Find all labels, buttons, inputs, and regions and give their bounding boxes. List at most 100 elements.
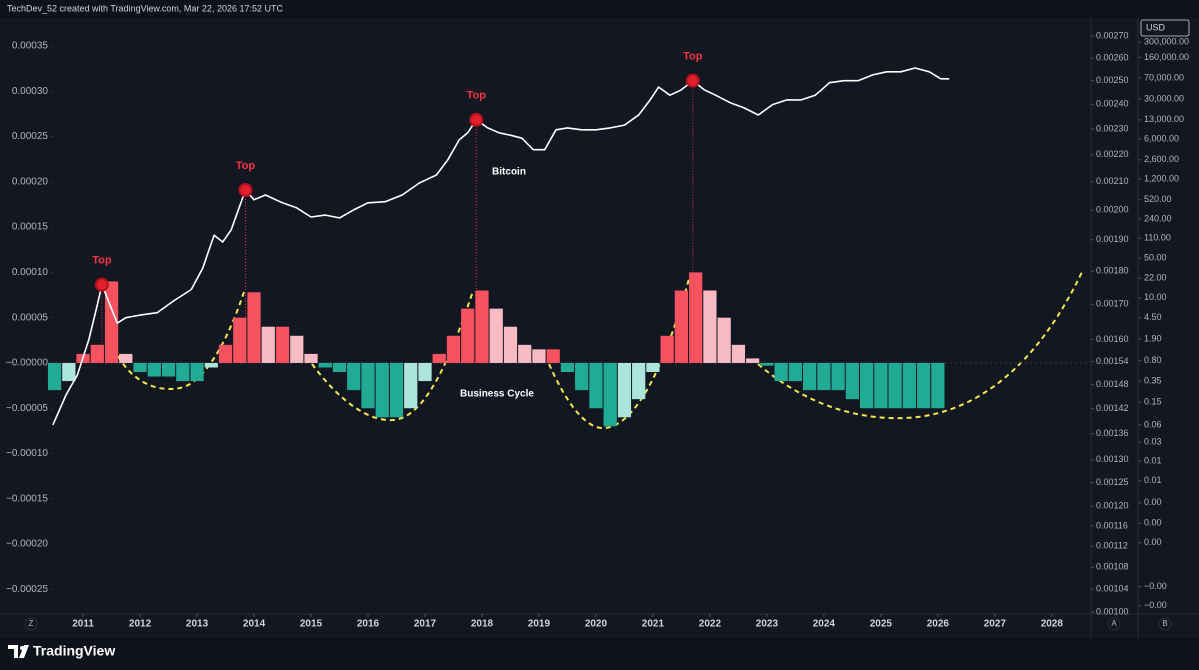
button[interactable] <box>1107 617 1121 631</box>
histogram-bar <box>803 362 817 391</box>
top-marker <box>469 112 484 127</box>
y3-tick-label: 0.00116 <box>1096 520 1128 530</box>
histogram-bar <box>489 308 503 363</box>
y-tick-label: −0.00020 <box>6 539 48 550</box>
y-tick-label: 0.00025 <box>12 131 49 142</box>
x-tick-label: 2024 <box>813 619 836 630</box>
y2-tick-label: 13,000.00 <box>1144 114 1184 124</box>
cycle-curve <box>757 271 1083 420</box>
currency-box[interactable] <box>1140 19 1190 37</box>
x-tick-label: 2016 <box>357 619 380 630</box>
y-tick-label: 0.00030 <box>12 86 49 97</box>
y2-tick-label: 0.06 <box>1144 419 1162 429</box>
y2-tick-label: 0.00 <box>1144 497 1162 507</box>
histogram-bar <box>233 317 247 363</box>
y3-tick-label: 0.00108 <box>1096 562 1129 572</box>
y2-tick-label: 0.15 <box>1144 397 1162 407</box>
logo-dot <box>20 646 24 650</box>
histogram-bar <box>831 362 845 391</box>
x-tick-label: 2017 <box>414 619 437 630</box>
histogram-bar <box>133 362 147 373</box>
y-tick-label: 0.00005 <box>12 312 49 323</box>
histogram-bar <box>859 362 874 409</box>
y2-tick-label: 300,000.00 <box>1144 36 1189 46</box>
histogram-bar <box>47 362 62 391</box>
top-marker <box>238 183 253 198</box>
y2-tick-label: 520.00 <box>1144 194 1172 204</box>
scale-button[interactable]: Z <box>29 619 34 628</box>
y2-tick-label: 1,200.00 <box>1144 173 1179 183</box>
top-label: Top <box>92 255 112 267</box>
y3-tick-label: 0.00230 <box>1096 123 1129 133</box>
histogram-bar <box>560 362 575 373</box>
y2-tick-label: 22.00 <box>1144 273 1167 283</box>
top-label: Top <box>236 160 256 172</box>
y2-tick-label: 160,000.00 <box>1144 52 1189 62</box>
y-tick-label: 0.00035 <box>12 41 49 52</box>
histogram-bar <box>788 362 803 382</box>
histogram-bar <box>817 362 831 391</box>
histogram-bar <box>375 362 389 418</box>
button[interactable] <box>1158 617 1172 631</box>
y3-tick-label: 0.00200 <box>1096 204 1129 214</box>
y3-tick-label: 0.00180 <box>1096 266 1129 276</box>
y-tick-label: −0.00025 <box>6 584 48 595</box>
histogram-bar <box>632 362 646 400</box>
y2-tick-label: 0.80 <box>1144 355 1162 365</box>
y3-tick-label: 0.00190 <box>1096 234 1129 244</box>
histogram-bar <box>190 362 204 382</box>
scale-button[interactable]: B <box>1162 619 1167 628</box>
histogram-bar <box>119 353 133 363</box>
histogram-bar <box>575 362 589 391</box>
x-tick-label: 2019 <box>528 619 551 630</box>
y3-tick-label: 0.00220 <box>1096 149 1129 159</box>
y2-tick-label: 0.01 <box>1144 455 1162 465</box>
histogram-bar <box>247 292 261 363</box>
price-line <box>52 67 950 426</box>
y2-tick-label: 110.00 <box>1144 233 1171 243</box>
histogram-bar <box>461 308 475 363</box>
y2-tick-label: −0.00 <box>1144 600 1167 610</box>
button[interactable] <box>24 617 38 631</box>
histogram-bar <box>746 358 760 363</box>
histogram-bar <box>347 362 361 391</box>
x-tick-label: 2020 <box>585 619 608 630</box>
x-tick-label: 2013 <box>186 619 209 630</box>
histogram-bar <box>717 317 731 363</box>
y3-tick-label: 0.00112 <box>1096 541 1128 551</box>
histogram-bar <box>845 362 859 400</box>
y3-tick-label: 0.00154 <box>1096 356 1129 366</box>
plot: 0.000350.000300.000250.000200.000150.000… <box>5 30 1189 630</box>
header-bar <box>0 0 1199 18</box>
x-tick-label: 2026 <box>927 619 950 630</box>
y-tick-label: −0.00015 <box>6 493 48 504</box>
y3-tick-label: 0.00148 <box>1096 379 1129 389</box>
histogram-bar <box>589 362 603 409</box>
y3-tick-label: 0.00125 <box>1096 477 1129 487</box>
y2-tick-label: 70,000.00 <box>1144 72 1184 82</box>
y3-tick-label: 0.00260 <box>1096 52 1129 62</box>
y3-tick-label: 0.00160 <box>1096 334 1129 344</box>
y2-tick-label: 10.00 <box>1144 292 1167 302</box>
histogram-bar <box>646 362 660 373</box>
histogram-bar <box>916 362 931 409</box>
series-label: Business Cycle <box>460 389 534 400</box>
top-marker <box>94 277 109 292</box>
y2-tick-label: 6,000.00 <box>1144 133 1179 143</box>
logo <box>8 645 29 658</box>
currency-label[interactable]: USD <box>1146 22 1166 32</box>
histogram-bar <box>204 362 218 368</box>
y2-tick-label: 4.50 <box>1144 312 1162 322</box>
x-tick-label: 2012 <box>129 619 152 630</box>
x-tick-label: 2028 <box>1041 619 1064 630</box>
x-tick-label: 2011 <box>72 619 94 630</box>
y3-tick-label: 0.00136 <box>1096 428 1129 438</box>
y2-tick-label: 0.03 <box>1144 436 1162 446</box>
y2-tick-label: 0.01 <box>1144 475 1162 485</box>
histogram-bar <box>161 362 176 377</box>
y2-tick-label: 50.00 <box>1144 252 1167 262</box>
scale-button[interactable]: A <box>1111 619 1117 628</box>
y2-tick-label: 2,600.00 <box>1144 154 1179 164</box>
